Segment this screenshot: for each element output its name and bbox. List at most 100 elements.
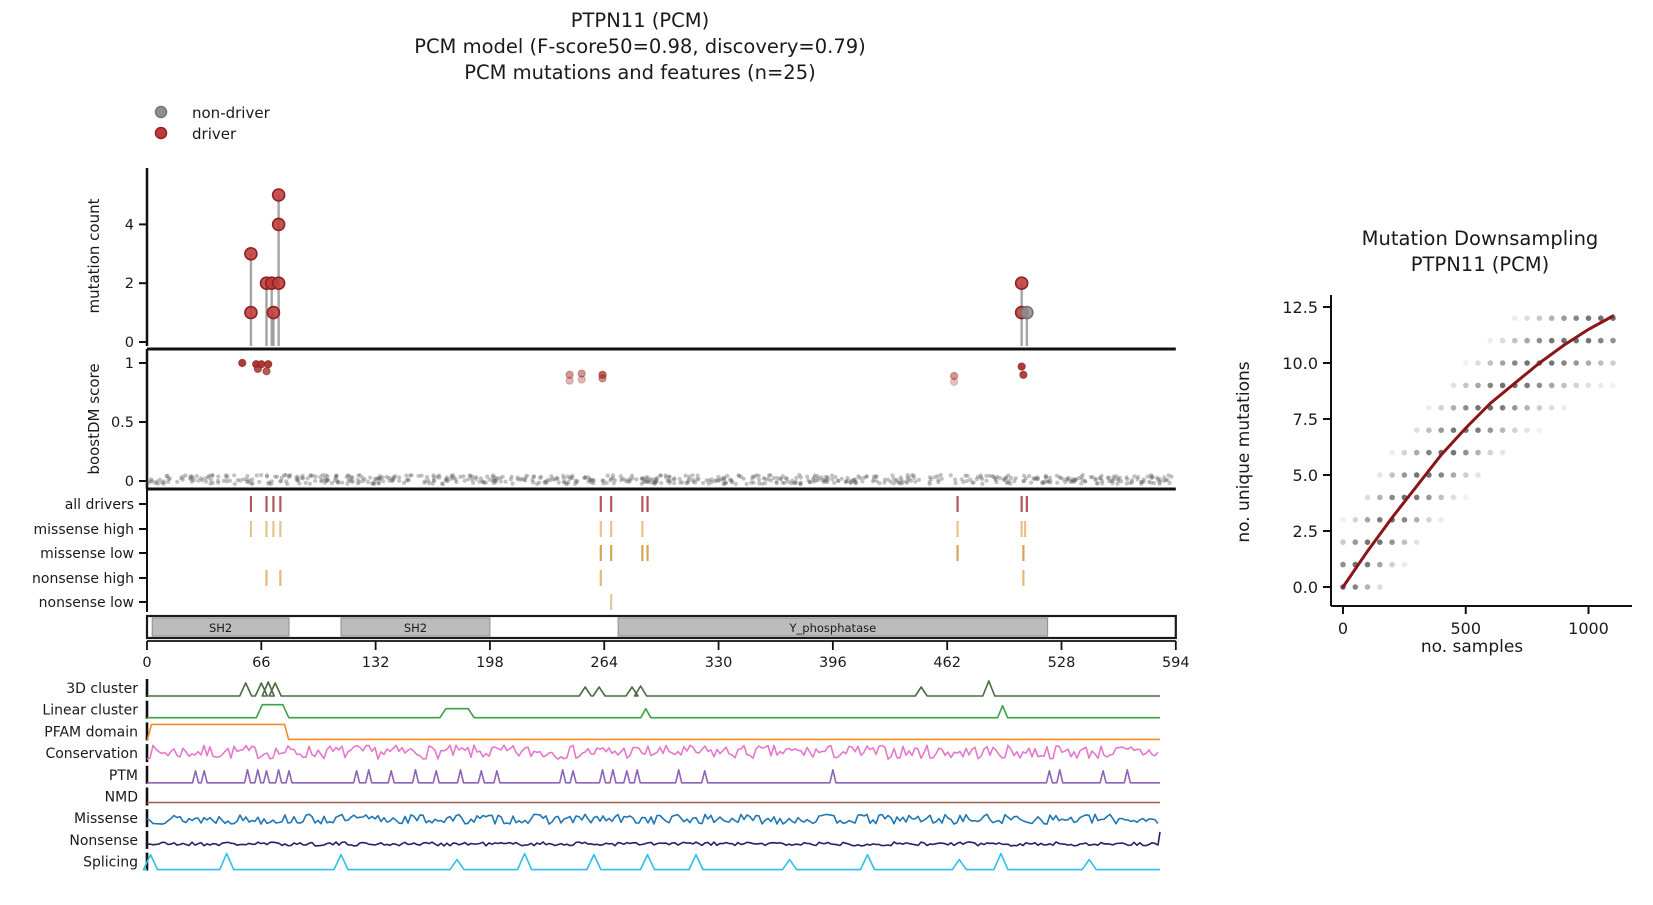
- non-driver-score-dot: [426, 478, 431, 483]
- non-driver-score-dot: [667, 474, 672, 479]
- cloud-dot: [1610, 337, 1616, 344]
- non-driver-score-dot: [927, 475, 933, 480]
- cloud-dot: [1364, 539, 1371, 545]
- non-driver-score-dot: [995, 474, 1000, 480]
- non-driver-score-dot: [308, 473, 313, 478]
- cloud-dot: [1585, 337, 1592, 344]
- driver-score-dot: [577, 369, 586, 378]
- non-driver-score-dot: [891, 481, 896, 486]
- non-driver-score-dot: [750, 476, 755, 481]
- non-driver-score-dot: [723, 480, 728, 485]
- non-driver-score-dot: [206, 475, 211, 480]
- cloud-dot: [1401, 517, 1408, 523]
- cloud-dot: [1450, 382, 1457, 389]
- non-driver-score-dot: [295, 474, 300, 479]
- non-driver-score-dot: [719, 476, 724, 481]
- non-driver-score-dot: [886, 477, 891, 482]
- cloud-dot: [1475, 449, 1481, 456]
- non-driver-score-dot: [1139, 481, 1144, 486]
- non-driver-score-dot: [829, 473, 835, 478]
- non-driver-score-dot: [568, 474, 573, 480]
- non-driver-score-dot: [503, 479, 508, 484]
- cloud-dot: [1548, 405, 1555, 411]
- non-driver-score-dot: [652, 481, 657, 486]
- feature-label-Conservation: Conservation: [45, 746, 138, 762]
- non-driver-score-dot: [467, 473, 472, 478]
- non-driver-score-dot: [355, 481, 360, 486]
- non-driver-score-dot: [736, 473, 742, 478]
- non-driver-score-dot: [161, 479, 166, 484]
- non-driver-score-dot: [722, 481, 727, 486]
- feature-line-3D-cluster: [147, 680, 1160, 697]
- mutation-count-tick-label: 4: [125, 217, 134, 233]
- non-driver-score-dot: [672, 476, 677, 481]
- non-driver-score-dot: [695, 473, 700, 478]
- non-driver-score-dot: [349, 475, 354, 480]
- non-driver-score-dot: [208, 477, 214, 482]
- non-driver-score-dot: [282, 473, 287, 478]
- non-driver-score-dot: [1012, 479, 1017, 484]
- x-tick-label: 330: [705, 655, 733, 671]
- non-driver-score-dot: [209, 473, 215, 478]
- non-driver-score-dot: [545, 477, 551, 482]
- non-driver-score-dot: [1110, 478, 1115, 483]
- non-driver-score-dot: [750, 474, 755, 479]
- non-driver-score-dot: [530, 477, 535, 483]
- non-driver-score-dot: [405, 477, 410, 482]
- non-driver-score-dot: [1099, 473, 1104, 478]
- cloud-dot: [1561, 405, 1567, 411]
- non-driver-score-dot: [373, 476, 378, 481]
- cloud-dot: [1585, 315, 1592, 322]
- non-driver-score-dot: [294, 477, 299, 482]
- non-driver-score-dot: [380, 475, 385, 480]
- non-driver-score-dot: [247, 478, 252, 483]
- driver-score-dot: [565, 376, 574, 385]
- non-driver-score-dot: [370, 481, 375, 486]
- non-driver-score-dot: [833, 474, 838, 480]
- non-driver-score-dot: [897, 480, 902, 485]
- non-driver-score-dot: [811, 479, 816, 484]
- non-driver-score-dot: [730, 479, 735, 484]
- non-driver-score-dot: [907, 477, 912, 482]
- non-driver-score-dot: [798, 481, 803, 486]
- non-driver-score-dot: [267, 480, 272, 485]
- cloud-dot: [1364, 494, 1371, 501]
- non-driver-score-dot: [784, 476, 790, 481]
- cloud-dot: [1413, 472, 1420, 478]
- cloud-dot: [1585, 382, 1592, 389]
- non-driver-score-dot: [1116, 478, 1121, 483]
- non-driver-score-dot: [554, 475, 560, 481]
- cloud-dot: [1561, 337, 1567, 344]
- non-driver-score-dot: [1098, 476, 1103, 481]
- non-driver-score-dot: [813, 478, 818, 483]
- non-driver-score-dot: [250, 477, 255, 482]
- non-driver-score-dot: [780, 480, 785, 485]
- non-driver-score-dot: [345, 481, 350, 486]
- non-driver-score-dot: [194, 474, 199, 479]
- non-driver-score-dot: [601, 478, 606, 483]
- non-driver-score-dot: [188, 474, 193, 479]
- cloud-dot: [1512, 337, 1518, 344]
- cloud-dot: [1389, 449, 1395, 456]
- non-driver-score-dot: [1109, 478, 1114, 483]
- non-driver-score-dot: [427, 481, 432, 486]
- non-driver-score-dot: [816, 476, 822, 481]
- non-driver-score-dot: [244, 477, 249, 482]
- cloud-dot: [1536, 337, 1543, 344]
- non-driver-score-dot: [768, 478, 774, 483]
- non-driver-score-dot: [1155, 477, 1161, 482]
- non-driver-score-dot: [1061, 477, 1066, 482]
- legend-label-driver: driver: [192, 125, 237, 143]
- non-driver-score-dot: [845, 476, 850, 481]
- non-driver-score-dot: [677, 476, 682, 482]
- non-driver-score-dot: [658, 473, 663, 478]
- cloud-dot: [1536, 405, 1543, 411]
- non-driver-score-dot: [1139, 480, 1145, 485]
- non-driver-score-dot: [522, 477, 527, 482]
- non-driver-score-dot: [179, 476, 184, 481]
- non-driver-score-dot: [340, 480, 345, 485]
- driver-score-dot: [950, 377, 959, 386]
- non-driver-score-dot: [1128, 480, 1133, 485]
- non-driver-score-dot: [244, 479, 249, 484]
- non-driver-score-dot: [815, 478, 820, 483]
